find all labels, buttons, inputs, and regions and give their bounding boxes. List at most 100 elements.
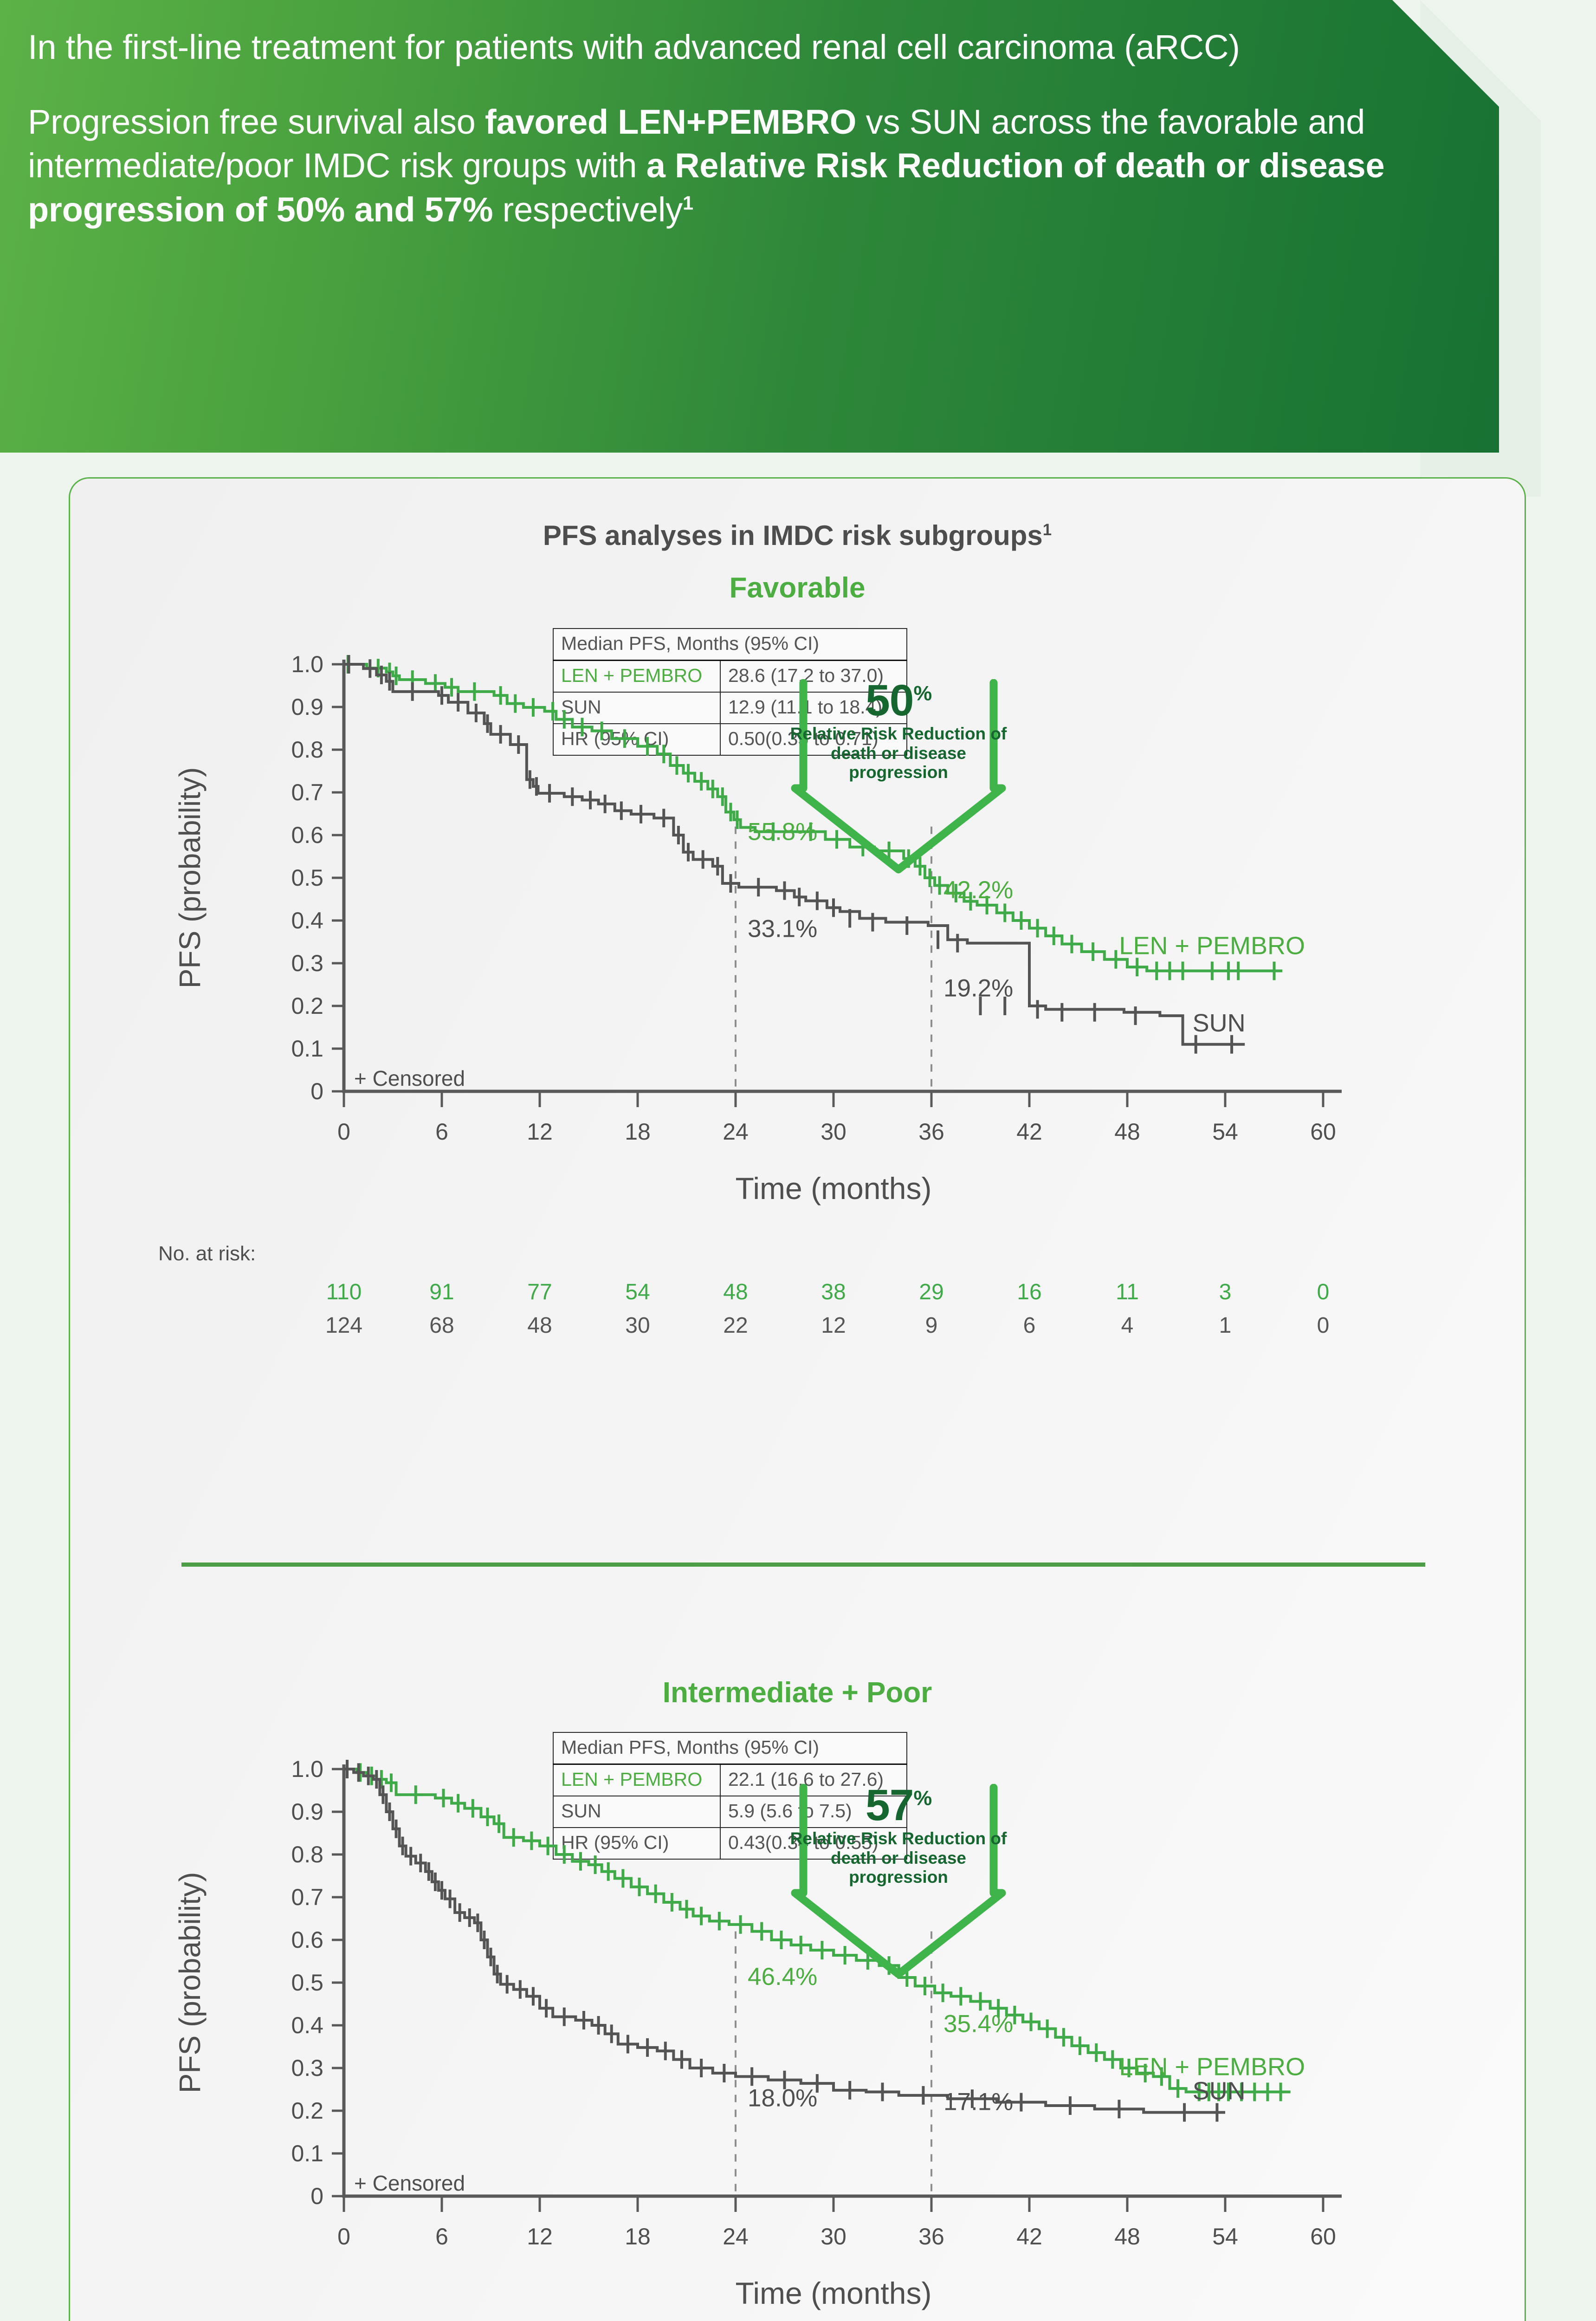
x-axis-label: Time (months): [736, 2276, 932, 2310]
header-footnote-marker: 1: [682, 192, 693, 214]
header-p2-e: respectively: [493, 190, 683, 229]
y-tick-label: 0.9: [291, 1799, 323, 1825]
y-tick-label: 0: [310, 1078, 323, 1104]
x-tick-label: 6: [435, 2224, 448, 2250]
no-at-risk-value: 9: [925, 1313, 938, 1338]
card-title-text: PFS analyses in IMDC risk subgroups: [543, 520, 1043, 551]
y-tick-label: 0.5: [291, 865, 323, 891]
x-tick-label: 12: [527, 2224, 553, 2250]
series-label-sun: SUN: [1193, 1009, 1246, 1037]
no-at-risk-value: 12: [821, 1313, 846, 1338]
y-tick-label: 0.6: [291, 1927, 323, 1953]
no-at-risk-value: 110: [326, 1280, 362, 1304]
censored-note: + Censored: [354, 2171, 465, 2195]
header-text-block: In the first-line treatment for patients…: [0, 0, 1448, 453]
stats-row-value: 0.50(0.35 to 0.71): [720, 723, 907, 756]
x-tick-label: 18: [625, 2224, 651, 2250]
censor-marks-len-pembro: [346, 1760, 1282, 2101]
down-arrow-icon: [791, 1784, 1006, 1978]
y-tick-label: 0.4: [291, 2012, 323, 2038]
header-p2-bold1: favored LEN+PEMBRO: [485, 102, 857, 141]
header-p2-a: Progression free survival also: [28, 102, 485, 141]
y-tick-label: 0.1: [291, 2140, 323, 2166]
header-banner: [0, 0, 1499, 453]
y-tick-label: 0.3: [291, 950, 323, 976]
no-at-risk-value: 16: [1017, 1280, 1042, 1304]
stats-table-header-row: Median PFS, Months (95% CI): [553, 628, 907, 661]
y-tick-label: 0.3: [291, 2055, 323, 2081]
y-tick-label: 0.5: [291, 1970, 323, 1996]
stats-table-row: HR (95% CI) 0.50(0.35 to 0.71): [553, 723, 907, 756]
y-tick-label: 0.9: [291, 694, 323, 720]
annotation-33-1pct: 33.1%: [748, 915, 817, 942]
rrr-callout-intermediate-poor: 57% Relative Risk Reduction of death or d…: [789, 1783, 1008, 1979]
x-tick-label: 54: [1212, 2224, 1238, 2250]
x-tick-label: 60: [1310, 1119, 1336, 1145]
stats-table-header-row: Median PFS, Months (95% CI): [553, 1731, 907, 1765]
stats-row-value: 5.9 (5.6 to 7.5): [720, 1795, 907, 1828]
annotation-35-4pct: 35.4%: [943, 2010, 1013, 2037]
no-at-risk-value: 6: [1023, 1313, 1036, 1338]
km-plot-favorable: 0 0.1 0.2 0.3 0.4 0.5 0.6 0.7 0.8 0.9 1.0 0 6 12 18 24 3…: [173, 651, 1342, 1206]
censored-note: + Censored: [354, 1066, 465, 1090]
no-at-risk-value: 38: [821, 1280, 846, 1304]
y-tick-label: 1.0: [291, 651, 323, 677]
card-title-sup: 1: [1042, 521, 1052, 539]
no-at-risk-value: 3: [1219, 1280, 1232, 1304]
km-curve-len-pembro: [344, 663, 1283, 972]
card-title: PFS analyses in IMDC risk subgroups1: [70, 519, 1525, 551]
no-at-risk-row-len-pembro: 110 91 77 54 48 38 29 16 11 3 0: [70, 1279, 1525, 1307]
no-at-risk-value: 91: [429, 1280, 454, 1304]
x-tick-label: 48: [1114, 1119, 1140, 1145]
x-tick-label: 36: [918, 2224, 944, 2250]
km-plot-intermediate-poor: 0 0.1 0.2 0.3 0.4 0.5 0.6 0.7 0.8 0.9 1.0 0 6 12 18 24 3…: [173, 1756, 1342, 2310]
rrr-callout-favorable: 50% Relative Risk Reduction of death or d…: [789, 678, 1008, 874]
stats-table-header-cell: Median PFS, Months (95% CI): [553, 628, 907, 661]
y-tick-label: 0.4: [291, 908, 323, 934]
stats-table-row: SUN 5.9 (5.6 to 7.5): [553, 1795, 907, 1828]
x-axis-label: Time (months): [736, 1171, 932, 1206]
no-at-risk-value: 22: [723, 1313, 748, 1338]
annotation-17-1pct: 17.1%: [943, 2088, 1013, 2116]
down-arrow-icon: [791, 679, 1006, 874]
x-tick-label: 36: [918, 1119, 944, 1145]
no-at-risk-value: 77: [527, 1280, 552, 1304]
no-at-risk-value: 30: [625, 1313, 650, 1338]
stats-row-label: SUN: [553, 1795, 721, 1828]
x-tick-label: 30: [821, 1119, 846, 1145]
y-tick-label: 0.7: [291, 1884, 323, 1910]
y-axis-label: PFS (probability): [173, 1872, 207, 2094]
header-line-1: In the first-line treatment for patients…: [28, 28, 1240, 66]
no-at-risk-value: 68: [429, 1313, 454, 1338]
y-tick-label: 0.8: [291, 737, 323, 763]
stats-table-intermediate-poor: Median PFS, Months (95% CI) LEN + PEMBRO 2…: [553, 1731, 907, 1860]
no-at-risk-value: 0: [1317, 1280, 1330, 1304]
x-tick-label: 54: [1212, 1119, 1238, 1145]
header-p2-bold2: a Relative Risk Reduction of death or di…: [28, 146, 1385, 229]
no-at-risk-value: 11: [1116, 1280, 1139, 1304]
x-tick-label: 6: [435, 1119, 448, 1145]
x-tick-label: 30: [821, 2224, 846, 2250]
y-tick-label: 0.6: [291, 822, 323, 848]
no-at-risk-label-favorable: No. at risk:: [158, 1242, 256, 1265]
y-tick-label: 0.8: [291, 1841, 323, 1867]
no-at-risk-value: 124: [325, 1313, 363, 1338]
x-tick-label: 24: [723, 2224, 749, 2250]
no-at-risk-value: 29: [919, 1280, 944, 1304]
x-tick-label: 42: [1016, 2224, 1042, 2250]
series-label-len-pembro: LEN + PEMBRO: [1119, 932, 1305, 960]
y-tick-label: 0.2: [291, 993, 323, 1019]
annotation-42-2pct: 42.2%: [943, 876, 1013, 904]
stats-table-row: SUN 12.9 (11.1 to 18.4): [553, 691, 907, 724]
panel-divider: [181, 1562, 1425, 1567]
panel-title-favorable: Favorable: [729, 572, 866, 604]
y-tick-label: 0.2: [291, 2098, 323, 2124]
panel-title-intermediate-poor: Intermediate + Poor: [662, 1677, 932, 1709]
no-at-risk-value: 54: [625, 1280, 650, 1304]
stats-row-label: LEN + PEMBRO: [553, 660, 721, 693]
header-p2-c: vs SUN across the favorable and intermed…: [28, 102, 1365, 185]
y-axis-label: PFS (probability): [173, 767, 207, 989]
no-at-risk-value: 1: [1219, 1313, 1232, 1338]
series-label-sun: SUN: [1193, 2077, 1246, 2105]
censor-marks-sun: [346, 1760, 1219, 2122]
